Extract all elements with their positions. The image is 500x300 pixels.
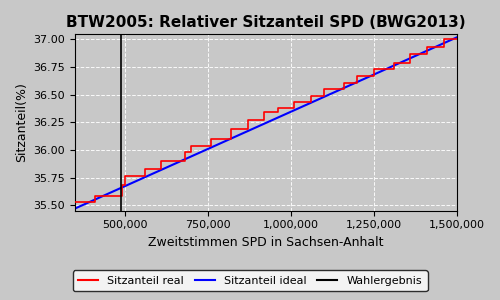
Legend: Sitzanteil real, Sitzanteil ideal, Wahlergebnis: Sitzanteil real, Sitzanteil ideal, Wahle… [72,270,428,291]
Title: BTW2005: Relativer Sitzanteil SPD (BWG2013): BTW2005: Relativer Sitzanteil SPD (BWG20… [66,15,466,30]
X-axis label: Zweitstimmen SPD in Sachsen-Anhalt: Zweitstimmen SPD in Sachsen-Anhalt [148,236,384,249]
Y-axis label: Sitzanteil(%): Sitzanteil(%) [15,82,28,162]
